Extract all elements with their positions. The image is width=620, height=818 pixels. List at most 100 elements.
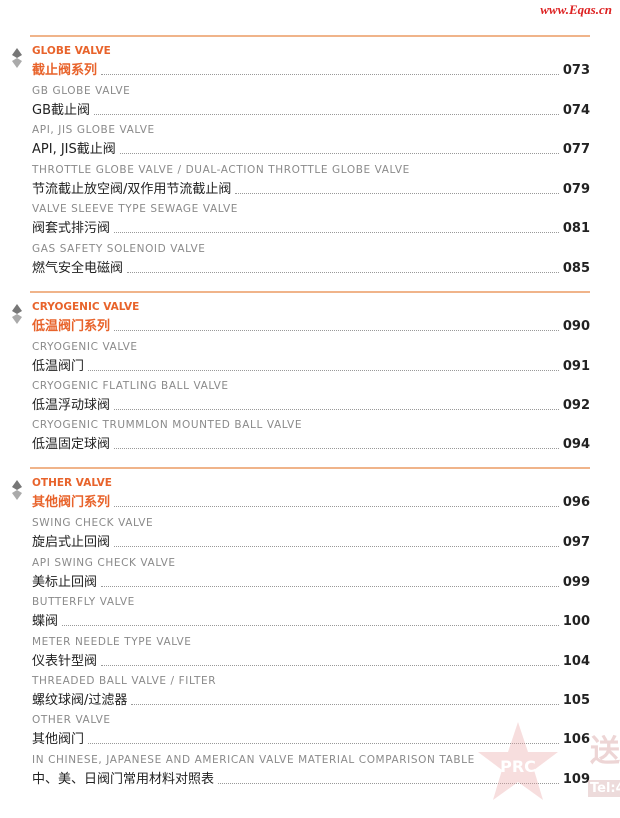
page-number: 091 [562, 358, 590, 374]
entry-title-cn: API, JIS截止阀 [32, 142, 116, 158]
dot-leader [101, 585, 559, 587]
entry-title-en: API SWING CHECK VALVE [32, 556, 176, 569]
entry-row: 低温浮动球阀 092 [32, 394, 590, 413]
entry-title-cn: 阀套式排污阀 [32, 221, 111, 237]
page-number: 096 [562, 495, 590, 511]
page-number: 081 [562, 221, 590, 237]
entry-row: 仪表针型阀 104 [32, 650, 590, 669]
site-url: www.Eqas.cn [540, 2, 612, 17]
section-icon [12, 303, 22, 324]
page-number: 099 [562, 574, 590, 590]
page-number: 105 [562, 693, 590, 708]
section-rule [30, 290, 590, 293]
entry-title-cn: 燃气安全电磁阀 [32, 260, 124, 276]
entry-title-cn: 节流截止放空阀/双作用节流截止阀 [32, 181, 232, 197]
entry-title-cn: 蝶阀 [32, 614, 59, 630]
entry-title-cn: 螺纹球阀/过滤器 [32, 693, 128, 708]
page-number: 097 [562, 535, 590, 551]
entry-row: API, JIS截止阀 077 [32, 138, 590, 157]
stamp: PRC [478, 722, 558, 800]
dot-leader [114, 329, 559, 331]
section-title-cn: 低温阀门系列 [32, 318, 111, 334]
page-number: 073 [562, 63, 590, 78]
entry-title-en: VALVE SLEEVE TYPE SEWAGE VALVE [32, 203, 239, 216]
entry-title-en: OTHER VALVE [32, 714, 111, 727]
watermark-tel: Tel:4 [588, 780, 620, 797]
page-number: 109 [562, 771, 590, 787]
entry-row: 燃气安全电磁阀 085 [32, 257, 590, 276]
dot-leader [114, 448, 559, 450]
entry-title-en: GB GLOBE VALVE [32, 85, 131, 97]
dot-leader [88, 743, 559, 745]
dot-leader [114, 546, 559, 548]
dot-leader [218, 782, 559, 784]
entry-title-en: METER NEEDLE TYPE VALVE [32, 635, 192, 648]
entry-title-cn: 低温固定球阀 [32, 437, 111, 453]
entry-title-cn: 低温阀门 [32, 358, 85, 374]
entry-row: 节流截止放空阀/双作用节流截止阀 079 [32, 178, 590, 197]
entry-row: 中、美、日阀门常用材料对照表 109 [32, 768, 590, 787]
entry-title-cn: 其他阀门 [32, 732, 85, 748]
entry-title-en: GAS SAFETY SOLENOID VALVE [32, 242, 206, 255]
entry-row: 其他阀门 106 [32, 728, 590, 747]
page-number: 079 [562, 181, 590, 197]
entry-title-en: CRYOGENIC VALVE [32, 340, 138, 353]
dot-leader [101, 74, 559, 75]
entry-row: 螺纹球阀/过滤器 105 [32, 689, 590, 708]
entry-title-en: CRYOGENIC TRUMMLON MOUNTED BALL VALVE [32, 419, 303, 432]
dot-leader [114, 409, 559, 410]
dot-leader [114, 506, 559, 508]
entry-title-en: API, JIS GLOBE VALVE [32, 124, 155, 137]
entry-row: 阀套式排污阀 081 [32, 217, 590, 236]
entry-title-en: BUTTERFLY VALVE [32, 596, 135, 609]
section-title-row: 其他阀门系列 096 [32, 491, 590, 510]
entry-title-cn: GB截止阀 [32, 103, 90, 118]
dot-leader [119, 153, 559, 155]
entry-title-en: CRYOGENIC FLATLING BALL VALVE [32, 380, 229, 392]
entry-title-en: THROTTLE GLOBE VALVE / DUAL-ACTION THROT… [32, 163, 410, 176]
page-number: 106 [562, 732, 590, 748]
page-number: 092 [562, 398, 590, 413]
page-number: 094 [562, 437, 590, 453]
entry-row: 美标止回阀 099 [32, 571, 590, 590]
section-icon [12, 48, 22, 68]
section-icon [12, 480, 22, 501]
dot-leader [88, 369, 559, 371]
dot-leader [101, 664, 559, 666]
entry-title-en: THREADED BALL VALVE / FILTER [32, 675, 217, 687]
dot-leader [131, 704, 559, 705]
page-number: 100 [562, 614, 590, 630]
section-rule [30, 35, 590, 37]
entry-row: 蝶阀 100 [32, 610, 590, 629]
entry-row: 旋启式止回阀 097 [32, 531, 590, 550]
entry-row: 低温阀门 091 [32, 355, 590, 374]
section-rule [30, 467, 590, 470]
section-title-cn: 截止阀系列 [32, 63, 98, 78]
section-title-row: 低温阀门系列 090 [32, 315, 590, 334]
dot-leader [235, 192, 559, 194]
dot-leader [127, 271, 559, 273]
page-number: 104 [562, 653, 590, 669]
entry-title-cn: 旋启式止回阀 [32, 535, 111, 551]
section-title-cn: 其他阀门系列 [32, 495, 111, 511]
entry-title-en: SWING CHECK VALVE [32, 517, 154, 530]
dot-leader [94, 114, 559, 115]
entry-title-en: IN CHINESE, JAPANESE AND AMERICAN VALVE … [32, 753, 475, 766]
entry-title-cn: 中、美、日阀门常用材料对照表 [32, 771, 215, 787]
watermark-side: 送 [590, 734, 620, 769]
entry-title-cn: 美标止回阀 [32, 574, 98, 590]
section-title-row: 截止阀系列 073 [32, 59, 590, 78]
page-number: 090 [562, 318, 590, 334]
entry-row: GB截止阀 074 [32, 99, 590, 118]
stamp-text: PRC [500, 757, 536, 776]
page-number: 077 [562, 142, 590, 158]
page-number: 085 [562, 260, 590, 276]
page-number: 074 [562, 103, 590, 118]
entry-row: 低温固定球阀 094 [32, 433, 590, 452]
entry-title-cn: 低温浮动球阀 [32, 398, 111, 413]
section-title-en: GLOBE VALVE [32, 45, 111, 57]
dot-leader [114, 232, 559, 234]
section-title-en: OTHER VALVE [32, 477, 112, 490]
section-title-en: CRYOGENIC VALVE [32, 300, 140, 313]
